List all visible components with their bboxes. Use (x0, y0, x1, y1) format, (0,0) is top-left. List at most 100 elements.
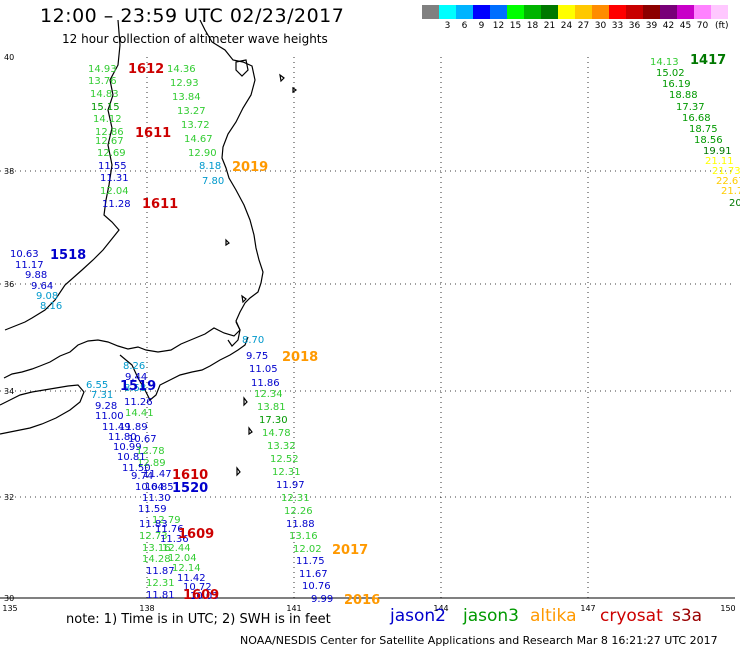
wave-height-value: 15.15 (91, 102, 120, 113)
color-scale-label: 39 (645, 21, 658, 31)
wave-height-value: 14.78 (262, 428, 291, 439)
wave-height-value: 14.93 (88, 64, 117, 75)
wave-height-value: 11.87 (146, 566, 175, 577)
wave-height-value: 12.78 (136, 446, 165, 457)
wave-height-value: 12.31 (281, 493, 310, 504)
map-subtitle: 12 hour collection of altimeter wave hei… (62, 32, 328, 46)
wave-height-value: 13.32 (267, 441, 296, 452)
wave-height-value: 11.89 (119, 422, 148, 433)
note-text: note: 1) Time is in UTC; 2) SWH is in fe… (66, 612, 331, 627)
color-scale-labels: 3 6 9 12 15 18 21 24 27 30 33 36 39 42 45 70 (422, 21, 711, 31)
island-small-1 (241, 294, 247, 304)
wave-height-value: 20 (729, 198, 740, 209)
credit-line: NOAA/NESDIS Center for Satellite Applica… (240, 634, 718, 647)
wave-height-value: 11.59 (138, 504, 167, 515)
color-swatch (490, 5, 507, 19)
latitude-label: 30 (4, 594, 14, 603)
wave-height-value: 18.75 (689, 124, 718, 135)
legend-jason3: jason3 (463, 606, 519, 626)
wave-height-value: 9.75 (246, 351, 268, 362)
wave-height-value: 12.34 (254, 389, 283, 400)
wave-height-value: 12.69 (97, 148, 126, 159)
color-swatch (507, 5, 524, 19)
wave-height-value: 13.27 (177, 106, 206, 117)
longitude-label: 144 (433, 604, 448, 613)
wave-height-value: 11.31 (100, 173, 129, 184)
pass-number-label: 1519 (120, 379, 156, 394)
wave-height-value: 12.79 (152, 515, 181, 526)
wave-height-value: 11.00 (95, 411, 124, 422)
wave-height-value: 11.88 (286, 519, 315, 530)
color-swatch (422, 5, 439, 19)
pass-number-label: 1610 (172, 468, 208, 483)
wave-height-value: 12.93 (170, 78, 199, 89)
wave-height-value: 21.73 (712, 166, 740, 177)
wave-height-value: 12.73 (139, 531, 168, 542)
axis-labels: 135 138 141 144 147 150 40 38 36 34 32 30 (2, 53, 735, 613)
color-swatch (660, 5, 677, 19)
wave-height-value: 17.30 (259, 415, 288, 426)
map-title: 12:00 – 23:59 UTC 02/23/2017 (40, 5, 345, 27)
color-scale-label: 70 (696, 21, 709, 31)
pass-number-label: 1611 (142, 197, 178, 212)
coastline-izu (227, 321, 241, 347)
wave-height-value: 9.74 (131, 471, 153, 482)
color-swatch (439, 5, 456, 19)
color-swatch (575, 5, 592, 19)
color-scale-label: 18 (526, 21, 539, 31)
wave-height-value: 12.04 (168, 553, 197, 564)
color-swatch (643, 5, 660, 19)
wave-height-value: 9.88 (25, 270, 47, 281)
wave-height-value: 9.99 (311, 594, 333, 605)
pass-number-label: 2019 (232, 160, 268, 175)
wave-height-value: 11.30 (142, 493, 171, 504)
wave-height-value: 12.44 (162, 543, 191, 554)
wave-height-value: 9.64 (31, 281, 53, 292)
color-swatch (626, 5, 643, 19)
wave-height-value: 16.19 (662, 79, 691, 90)
longitude-label: 138 (139, 604, 154, 613)
wave-height-value: 10.76 (302, 581, 331, 592)
wave-height-value: 14.28 (142, 554, 171, 565)
legend-jason2: jason2 (390, 606, 446, 626)
wave-height-value: 10.67 (128, 434, 157, 445)
color-scale-label: 33 (611, 21, 624, 31)
wave-height-value: 9.28 (95, 401, 117, 412)
pass-number-label: 2017 (332, 543, 368, 558)
legend-cryosat: cryosat (600, 606, 663, 626)
coastline-japan-east (3, 19, 264, 379)
wave-height-value: 8.58 (124, 383, 146, 394)
wave-height-value: 11.81 (146, 590, 175, 601)
wave-height-value: 11.05 (249, 364, 278, 375)
coastline-honshu-north (4, 19, 121, 331)
latitude-label: 36 (4, 280, 14, 289)
wave-height-value: 12.14 (172, 563, 201, 574)
color-swatch (558, 5, 575, 19)
coastline (0, 19, 298, 477)
color-swatch (592, 5, 609, 19)
color-swatch (609, 5, 626, 19)
wave-height-value: 11.50 (122, 463, 151, 474)
wave-height-value: 11.17 (15, 260, 44, 271)
wave-height-value: 10.03 (190, 591, 219, 602)
color-scale-label: 12 (492, 21, 505, 31)
pass-number-label: 1612 (128, 62, 164, 77)
latitude-label: 32 (4, 493, 14, 502)
color-scale-label: 24 (560, 21, 573, 31)
island-oki (279, 73, 285, 83)
color-scale-label: 45 (679, 21, 692, 31)
wave-height-value: 10.81 (117, 452, 146, 463)
legend-altika: altika (530, 606, 577, 626)
color-swatch (677, 5, 694, 19)
wave-height-value: 21.78 (721, 186, 740, 197)
wave-height-value: 13.81 (257, 402, 286, 413)
lat-lon-grid (0, 57, 735, 599)
wave-height-value: 11.55 (98, 161, 127, 172)
pass-number-label: 1611 (135, 126, 171, 141)
latitude-label: 38 (4, 167, 14, 176)
island-izu-3 (236, 466, 241, 477)
island-sado (235, 59, 249, 77)
color-scale-label: 21 (543, 21, 556, 31)
